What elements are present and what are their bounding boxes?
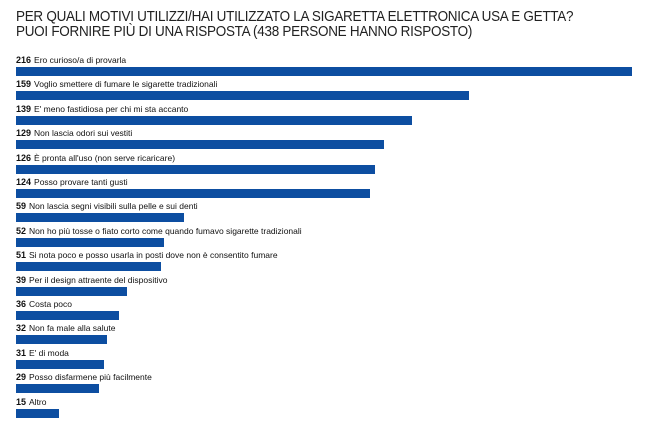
bar-label: 126 È pronta all'uso (non serve ricaricar… <box>16 153 175 163</box>
category-label: Non ho più tosse o fiato corto come quan… <box>29 225 302 236</box>
chart-title: PER QUALI MOTIVI UTILIZZI/HAI UTILIZZATO… <box>16 10 573 40</box>
category-label: Altro <box>29 396 47 407</box>
data-label: 126 <box>16 152 32 163</box>
category-label: Posso disfarmene più facilmente <box>29 372 152 383</box>
data-label: 216 <box>16 55 32 65</box>
data-label: 159 <box>16 79 32 90</box>
bar <box>16 311 119 320</box>
subtitle-line: PUOI FORNIRE PIÙ DI UNA RISPOSTA (438 PE… <box>16 24 473 40</box>
bar <box>16 262 162 272</box>
category-label: Ero curioso/a di provarla <box>34 55 127 65</box>
bar-label: 129 Non lascia odori sui vestiti <box>16 128 132 138</box>
bar-label: 52 Non ho più tosse o fiato corto come qu… <box>16 226 302 236</box>
data-label: 59 <box>16 201 27 212</box>
category-label: È pronta all'uso (non serve ricaricare) <box>34 152 176 163</box>
bar <box>16 67 632 76</box>
data-label: 52 <box>16 225 27 236</box>
data-label: 139 <box>16 103 32 114</box>
category-label: Non lascia segni visibili sulla pelle e … <box>29 201 198 212</box>
bar <box>16 91 470 101</box>
bar-label: 216 Ero curioso/a di provarla <box>16 55 126 65</box>
bar <box>16 286 128 296</box>
data-label: 31 <box>16 347 27 358</box>
category-label: Costa poco <box>29 299 73 309</box>
bar-label: 32 Non fa male alla salute <box>16 323 115 333</box>
data-label: 39 <box>16 274 27 285</box>
bar <box>16 189 370 198</box>
bar-label: 124 Posso provare tanti gusti <box>16 177 128 187</box>
bar <box>16 115 413 125</box>
data-label: 36 <box>16 299 27 309</box>
category-label: Posso provare tanti gusti <box>34 177 128 187</box>
bar <box>16 237 165 247</box>
bar <box>16 335 108 345</box>
data-label: 51 <box>16 250 27 261</box>
bar <box>16 164 376 174</box>
bar <box>16 408 59 418</box>
bar-label: 31 E' di moda <box>16 348 69 358</box>
data-label: 124 <box>16 177 32 187</box>
bar <box>16 213 185 223</box>
bar-label: 139 E' meno fastidiosa per chi mi sta acc… <box>16 104 188 114</box>
category-label: Si nota poco e posso usarla in posti dov… <box>29 250 278 261</box>
bar-label: 39 Per il design attraente del dispositiv… <box>16 275 167 285</box>
category-label: Per il design attraente del dispositivo <box>29 274 168 285</box>
category-label: Non lascia odori sui vestiti <box>34 128 133 139</box>
category-label: Voglio smettere di fumare le sigarette t… <box>34 79 218 90</box>
bar <box>16 384 99 394</box>
bar-label: 29 Posso disfarmene più facilmente <box>16 372 152 382</box>
data-label: 15 <box>16 396 27 407</box>
bar-label: 36 Costa poco <box>16 299 72 309</box>
title-line: PER QUALI MOTIVI UTILIZZI/HAI UTILIZZATO… <box>16 9 574 25</box>
bar <box>16 140 384 150</box>
data-label: 32 <box>16 323 27 334</box>
category-label: Non fa male alla salute <box>29 323 116 334</box>
bar-label: 15 Altro <box>16 397 47 407</box>
category-label: E' di moda <box>29 347 69 358</box>
data-label: 29 <box>16 372 27 383</box>
bar <box>16 359 105 369</box>
bar-label: 51 Si nota poco e posso usarla in posti d… <box>16 250 278 260</box>
bar-label: 59 Non lascia segni visibili sulla pelle … <box>16 201 198 211</box>
bar-label: 159 Voglio smettere di fumare le sigarett… <box>16 79 217 89</box>
category-label: E' meno fastidiosa per chi mi sta accant… <box>34 103 189 114</box>
data-label: 129 <box>16 128 32 139</box>
